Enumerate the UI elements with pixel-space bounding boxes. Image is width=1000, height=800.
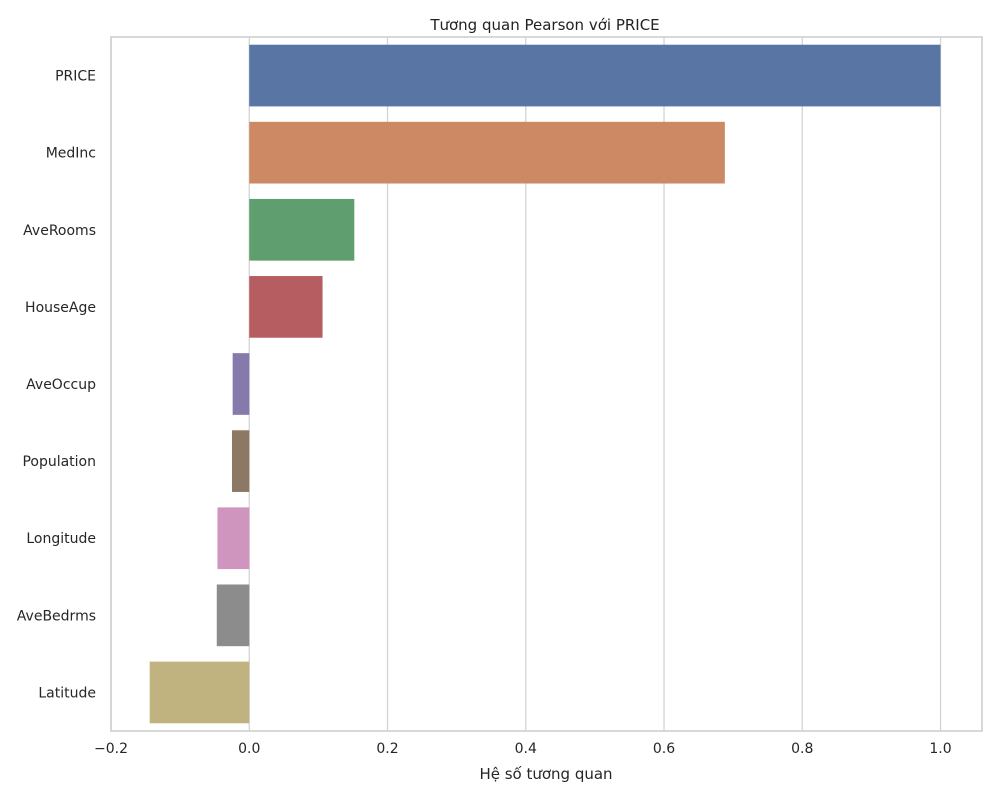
bars-layer [149, 44, 941, 724]
bar-population [231, 430, 250, 492]
y-tick-labels: PRICE MedInc AveRooms HouseAge AveOccup Popul… [17, 69, 96, 702]
x-tick-label-4: 0.6 [653, 741, 675, 757]
x-tick-labels: −0.2 0.0 0.2 0.4 0.6 0.8 1.0 [94, 741, 952, 757]
x-tick-label-0: −0.2 [94, 741, 128, 757]
x-tick-label-2: 0.2 [376, 741, 398, 757]
chart-title: Tương quan Pearson với PRICE [429, 16, 659, 34]
y-tick-label-price: PRICE [55, 69, 96, 85]
y-tick-label-averooms: AveRooms [23, 223, 96, 239]
x-tick-label-3: 0.4 [515, 741, 537, 757]
bar-aveoccup [232, 353, 250, 415]
y-tick-label-longitude: Longitude [26, 531, 96, 547]
y-tick-label-medinc: MedInc [46, 146, 96, 162]
x-tick-label-1: 0.0 [238, 741, 260, 757]
bar-price [249, 44, 941, 107]
bar-medinc [249, 121, 725, 184]
bar-latitude [149, 661, 250, 724]
bar-averooms [249, 198, 355, 261]
plot-frame [110, 36, 983, 732]
y-tick-label-houseage: HouseAge [25, 300, 96, 316]
y-tick-label-aveoccup: AveOccup [26, 377, 96, 393]
bar-longitude [217, 507, 250, 570]
bar-avebedrms [216, 584, 250, 647]
x-tick-label-6: 1.0 [929, 741, 951, 757]
y-tick-label-avebedrms: AveBedrms [17, 608, 96, 624]
y-tick-label-latitude: Latitude [38, 685, 96, 701]
x-axis-label: Hệ số tương quan [479, 765, 612, 783]
bar-houseage [249, 276, 323, 338]
x-tick-label-5: 0.8 [791, 741, 813, 757]
y-tick-label-population: Population [22, 454, 96, 470]
